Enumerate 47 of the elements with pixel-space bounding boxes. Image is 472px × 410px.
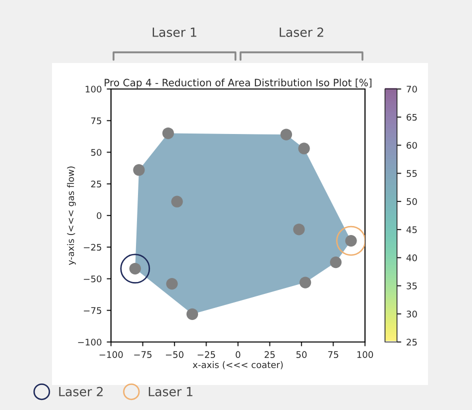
color-bar-label: 40 — [406, 254, 417, 262]
y-tick-label: 50 — [91, 148, 102, 156]
color-bar-label: 45 — [406, 226, 417, 234]
color-bar-label: 65 — [406, 114, 417, 121]
color-bar-label: 25 — [406, 338, 417, 346]
color-bar-label: 60 — [406, 142, 417, 149]
text: Laser 1 — [152, 28, 196, 37]
x-tick-label: −25 — [198, 351, 215, 358]
x-tick-label: 75 — [328, 351, 338, 358]
legend-label: Laser 2 — [59, 386, 103, 396]
point — [171, 196, 183, 208]
y-tick-label: −50 — [84, 275, 102, 282]
x-tick-label: −100 — [100, 351, 123, 358]
x-tick-label: −75 — [134, 351, 152, 358]
point — [162, 127, 174, 140]
point — [293, 224, 305, 236]
point — [166, 278, 178, 290]
color-bar-label: 55 — [406, 170, 417, 177]
x-tick-label: 50 — [296, 351, 307, 358]
point — [330, 256, 342, 268]
color-bar-label: 35 — [406, 282, 417, 290]
color-bar-label: 70 — [406, 86, 417, 93]
chart-title: Pro Cap 4 - Reduction of Area Distribution Iso Plot [%] — [104, 78, 372, 88]
y-tick-label: −75 — [84, 307, 102, 314]
y-tick-label: 100 — [86, 86, 102, 93]
point — [336, 226, 365, 256]
point — [133, 164, 145, 176]
point — [280, 128, 292, 140]
y-tick-label: −100 — [78, 338, 102, 346]
color-bar-label: 30 — [406, 310, 417, 318]
x-tick-label: 100 — [357, 351, 374, 358]
x-tick-label: 0 — [236, 351, 240, 358]
point — [186, 308, 198, 320]
y-tick-label: 0 — [96, 212, 102, 220]
y-axis-title: y-axis (<<< gas flow) — [67, 166, 76, 265]
point — [298, 142, 310, 154]
y-tick-label: 75 — [91, 117, 102, 124]
color-bar-label: 50 — [406, 198, 417, 206]
point — [120, 254, 150, 284]
legend-label: Laser 1 — [148, 387, 192, 396]
x-axis-title: x-axis (<<< coater) — [192, 361, 283, 370]
y-tick-label: −25 — [84, 244, 102, 251]
x-tick-label: 25 — [264, 351, 275, 358]
point — [300, 276, 312, 288]
y-tick-label: 25 — [91, 180, 102, 188]
x-tick-label: −50 — [166, 351, 184, 358]
text: Laser 2 — [280, 28, 324, 37]
